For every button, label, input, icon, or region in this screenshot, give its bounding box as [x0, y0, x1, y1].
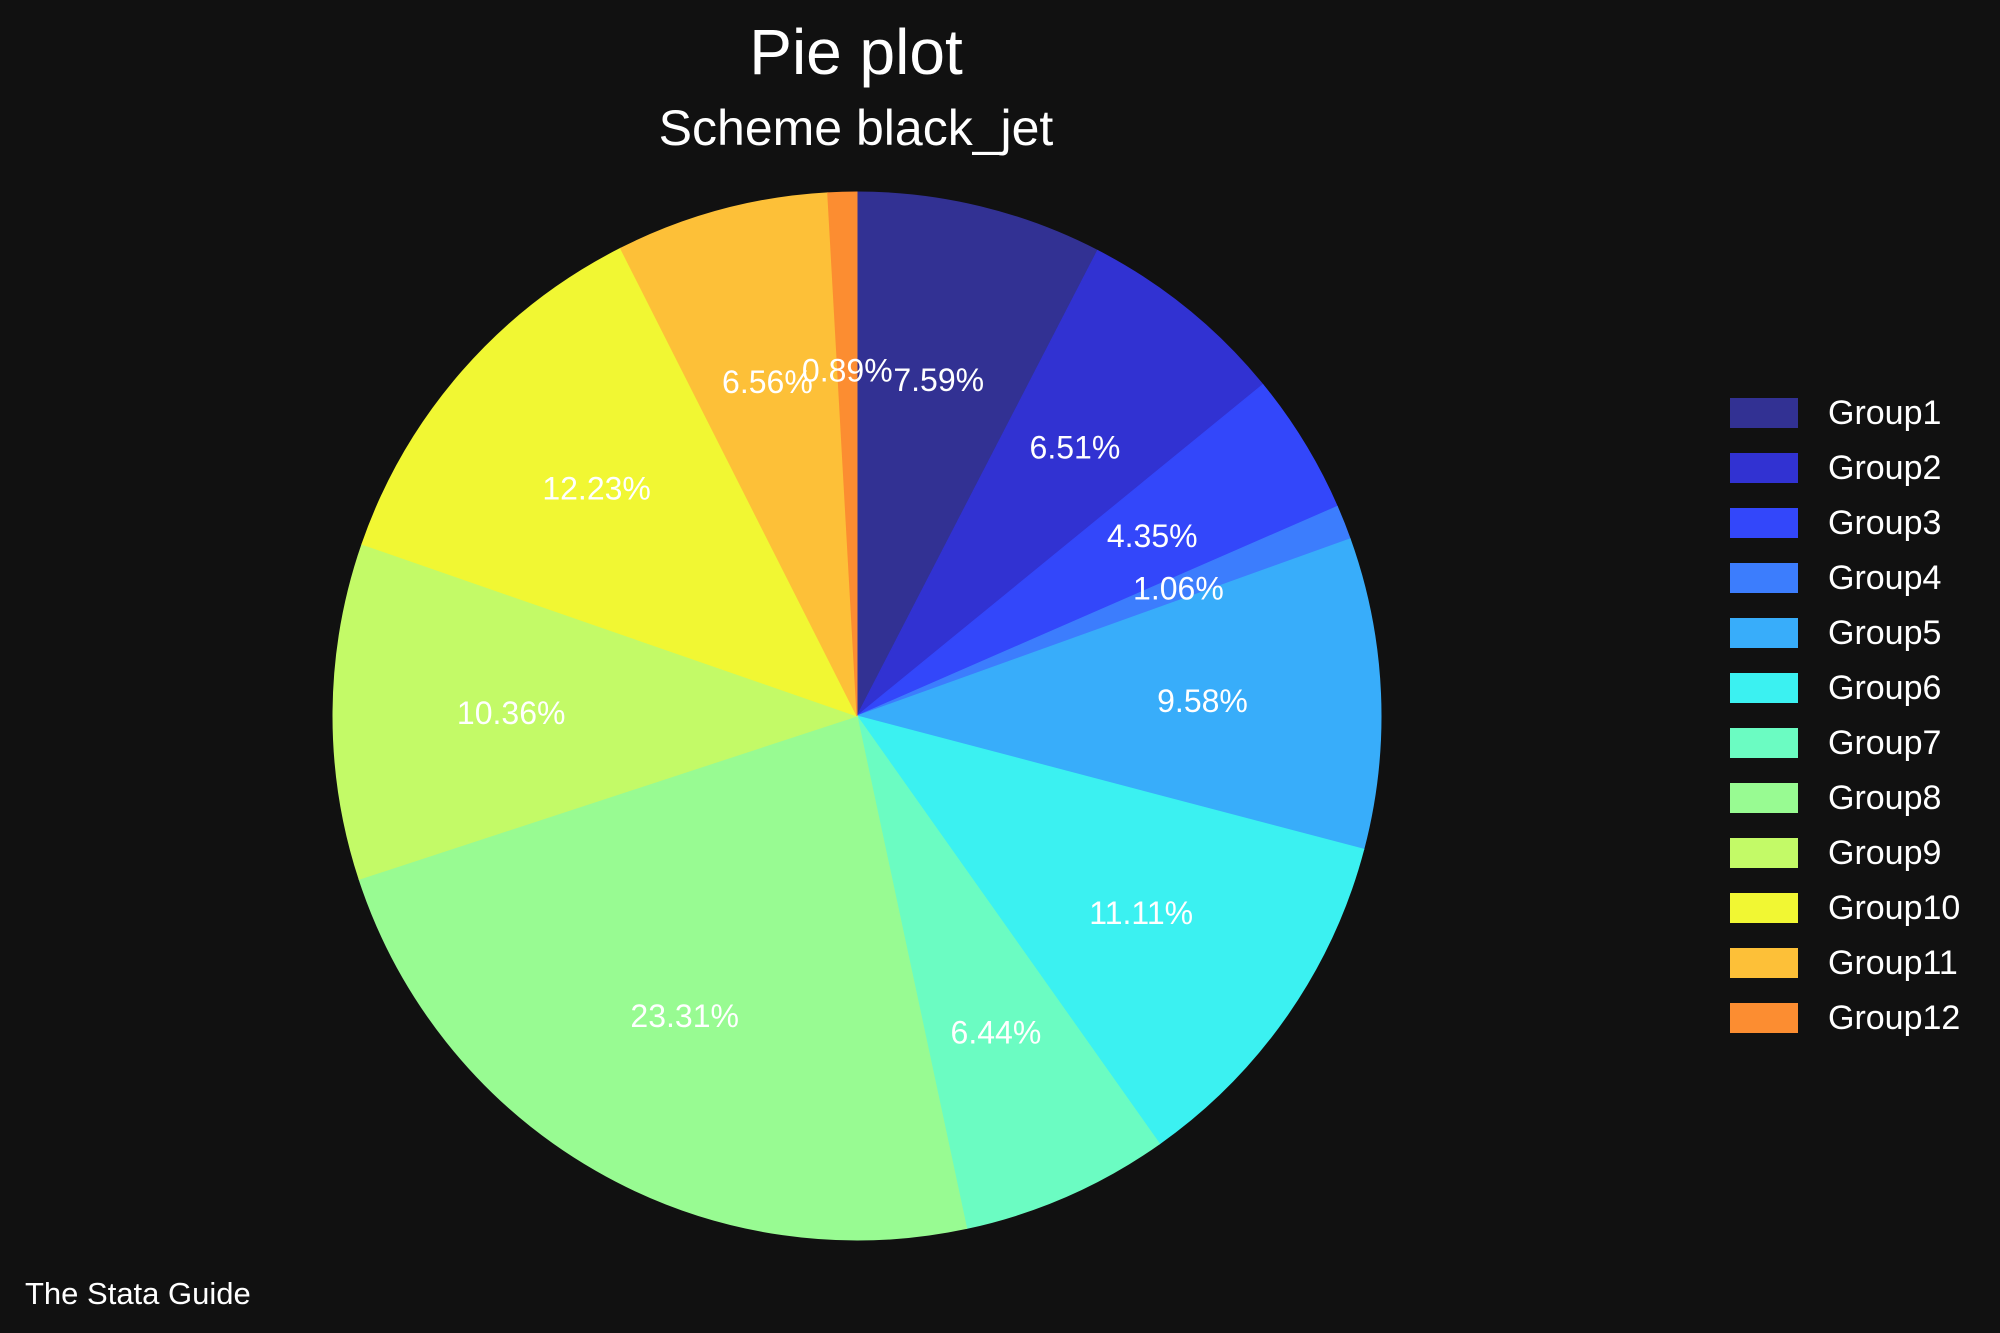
legend-label-group1: Group1	[1828, 394, 1942, 432]
legend-swatch-group8	[1730, 783, 1798, 813]
legend: Group1 Group2 Group3 Group4 Group5 Group6 Grou…	[1730, 394, 1961, 1037]
legend-row-group6: Group6	[1730, 669, 1960, 707]
pie-slice-group10	[361, 247, 859, 717]
legend-swatch-group11	[1730, 948, 1798, 978]
legend-row-group12: Group12	[1730, 999, 1961, 1037]
pie-slice-group5	[855, 538, 1382, 850]
legend-label-group5: Group5	[1828, 614, 1942, 652]
pie-slice-pct-label-group5: 9.58%	[1157, 683, 1248, 719]
legend-row-group5: Group5	[1730, 614, 1960, 652]
legend-swatch-group3	[1730, 508, 1798, 538]
legend-row-group4: Group4	[1730, 559, 1960, 597]
pie-slice-group9	[332, 543, 859, 880]
legend-row-group10: Group10	[1730, 889, 1961, 927]
pie-slice-pct-label-group8: 23.31%	[630, 998, 739, 1034]
pie-slice-pct-label-group10: 12.23%	[542, 470, 651, 506]
pie-slice-pct-label-group7: 6.44%	[951, 1015, 1042, 1051]
pie-slice-group6	[855, 715, 1365, 1145]
legend-label-group2: Group2	[1828, 449, 1942, 487]
legend-row-group9: Group9	[1730, 834, 1960, 872]
legend-label-group11: Group11	[1828, 944, 1958, 982]
pie-slice-group8	[358, 715, 968, 1241]
pie-slice-pct-label-group12: 0.89%	[802, 352, 893, 388]
legend-label-group12: Group12	[1828, 999, 1961, 1037]
pie-slice-pct-label-group1: 7.59%	[893, 362, 984, 398]
legend-swatch-group12	[1730, 1003, 1798, 1033]
legend-label-group6: Group6	[1828, 669, 1942, 707]
legend-row-group8: Group8	[1730, 779, 1960, 817]
legend-row-group11: Group11	[1730, 944, 1960, 982]
legend-swatch-group7	[1730, 728, 1798, 758]
pie-slice-pct-label-group11: 6.56%	[722, 364, 813, 400]
legend-swatch-group5	[1730, 618, 1798, 648]
legend-row-group3: Group3	[1730, 504, 1960, 542]
legend-label-group8: Group8	[1828, 779, 1942, 817]
legend-swatch-group9	[1730, 838, 1798, 868]
pie-slice-group12	[827, 191, 858, 717]
pie-slice-pct-label-group4: 1.06%	[1133, 570, 1224, 606]
pie-slice-group11	[619, 192, 858, 717]
legend-label-group9: Group9	[1828, 834, 1942, 872]
legend-swatch-group1	[1730, 398, 1798, 428]
legend-row-group2: Group2	[1730, 449, 1960, 487]
legend-swatch-group6	[1730, 673, 1798, 703]
pie-slice-group2	[856, 249, 1264, 717]
legend-swatch-group10	[1730, 893, 1798, 923]
watermark-text: The Stata Guide	[25, 1276, 251, 1311]
legend-swatch-group2	[1730, 453, 1798, 483]
pie-slice-group7	[856, 715, 1161, 1229]
legend-row-group1: Group1	[1730, 394, 1960, 432]
legend-label-group10: Group10	[1828, 889, 1961, 927]
chart-subtitle: Scheme black_jet	[658, 100, 1054, 156]
pie-slice-pct-label-group6: 11.11%	[1089, 895, 1193, 931]
pie-slice-group1	[856, 191, 1099, 717]
legend-label-group7: Group7	[1828, 724, 1942, 762]
legend-label-group4: Group4	[1828, 559, 1942, 597]
pie-slice-pct-label-group9: 10.36%	[457, 695, 566, 731]
legend-label-group3: Group3	[1828, 504, 1942, 542]
pie-slice-pct-label-group3: 4.35%	[1107, 518, 1198, 554]
pie-slice-pct-label-group2: 6.51%	[1030, 429, 1121, 465]
legend-swatch-group4	[1730, 563, 1798, 593]
chart-title: Pie plot	[749, 16, 963, 88]
legend-row-group7: Group7	[1730, 724, 1960, 762]
